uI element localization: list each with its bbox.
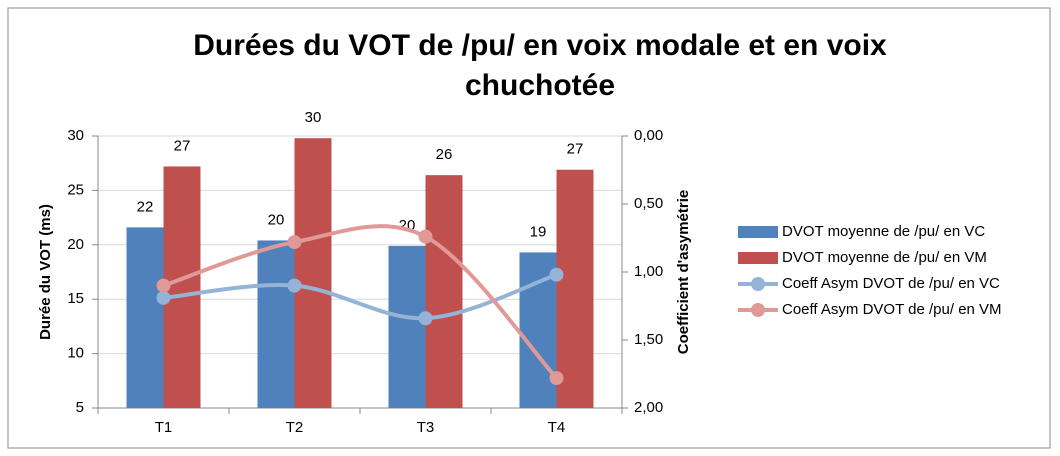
y-tick-label: 25 bbox=[67, 181, 84, 198]
line-marker bbox=[287, 235, 302, 250]
y-tick-label: 30 bbox=[67, 127, 84, 144]
data-label: 30 bbox=[305, 109, 322, 126]
line-marker bbox=[549, 267, 564, 282]
x-tick-label: T1 bbox=[155, 419, 173, 436]
y2-tick-label: 0,50 bbox=[634, 195, 663, 212]
legend-swatch bbox=[751, 277, 765, 291]
legend-swatch bbox=[751, 303, 765, 317]
line-marker bbox=[156, 290, 171, 305]
line-marker bbox=[418, 311, 433, 326]
y-tick-label: 5 bbox=[76, 399, 84, 416]
legend-label: DVOT moyenne de /pu/ en VM bbox=[782, 249, 987, 266]
data-label: 22 bbox=[137, 198, 154, 215]
x-tick-label: T3 bbox=[417, 419, 435, 436]
line-marker bbox=[287, 278, 302, 293]
y2-axis-label: Coefficient d'asymétrie bbox=[675, 190, 692, 354]
bar bbox=[257, 240, 295, 408]
bar bbox=[556, 169, 594, 408]
data-label: 27 bbox=[567, 141, 584, 158]
legend-label: DVOT moyenne de /pu/ en VC bbox=[782, 223, 985, 240]
line-marker bbox=[156, 278, 171, 293]
bar bbox=[425, 175, 463, 408]
y-tick-label: 20 bbox=[67, 236, 84, 253]
x-tick-label: T4 bbox=[548, 419, 566, 436]
y2-tick-label: 1,00 bbox=[634, 263, 663, 280]
data-label: 27 bbox=[174, 137, 191, 154]
line bbox=[163, 272, 558, 321]
line bbox=[162, 224, 558, 380]
x-tick-label: T2 bbox=[286, 419, 304, 436]
y2-tick-label: 2,00 bbox=[634, 399, 663, 416]
bar bbox=[388, 245, 426, 408]
data-label: 20 bbox=[268, 211, 285, 228]
bar bbox=[294, 138, 332, 408]
y-axis-label: Durée du VOT (ms) bbox=[37, 204, 54, 340]
y2-tick-label: 0,00 bbox=[634, 127, 663, 144]
y-tick-label: 15 bbox=[67, 290, 84, 307]
data-label: 26 bbox=[436, 146, 453, 163]
y2-tick-label: 1,50 bbox=[634, 331, 663, 348]
legend-swatch bbox=[738, 252, 778, 264]
line-marker bbox=[549, 371, 564, 386]
chart-title: Durées du VOT de /pu/ en voix modale et … bbox=[193, 29, 887, 102]
y-tick-label: 10 bbox=[67, 345, 84, 362]
data-label: 19 bbox=[530, 223, 547, 240]
bar bbox=[126, 227, 164, 408]
legend-label: Coeff Asym DVOT de /pu/ en VC bbox=[782, 275, 1000, 292]
legend-swatch bbox=[738, 226, 778, 238]
legend-label: Coeff Asym DVOT de /pu/ en VM bbox=[782, 301, 1002, 318]
line-marker bbox=[418, 229, 433, 244]
